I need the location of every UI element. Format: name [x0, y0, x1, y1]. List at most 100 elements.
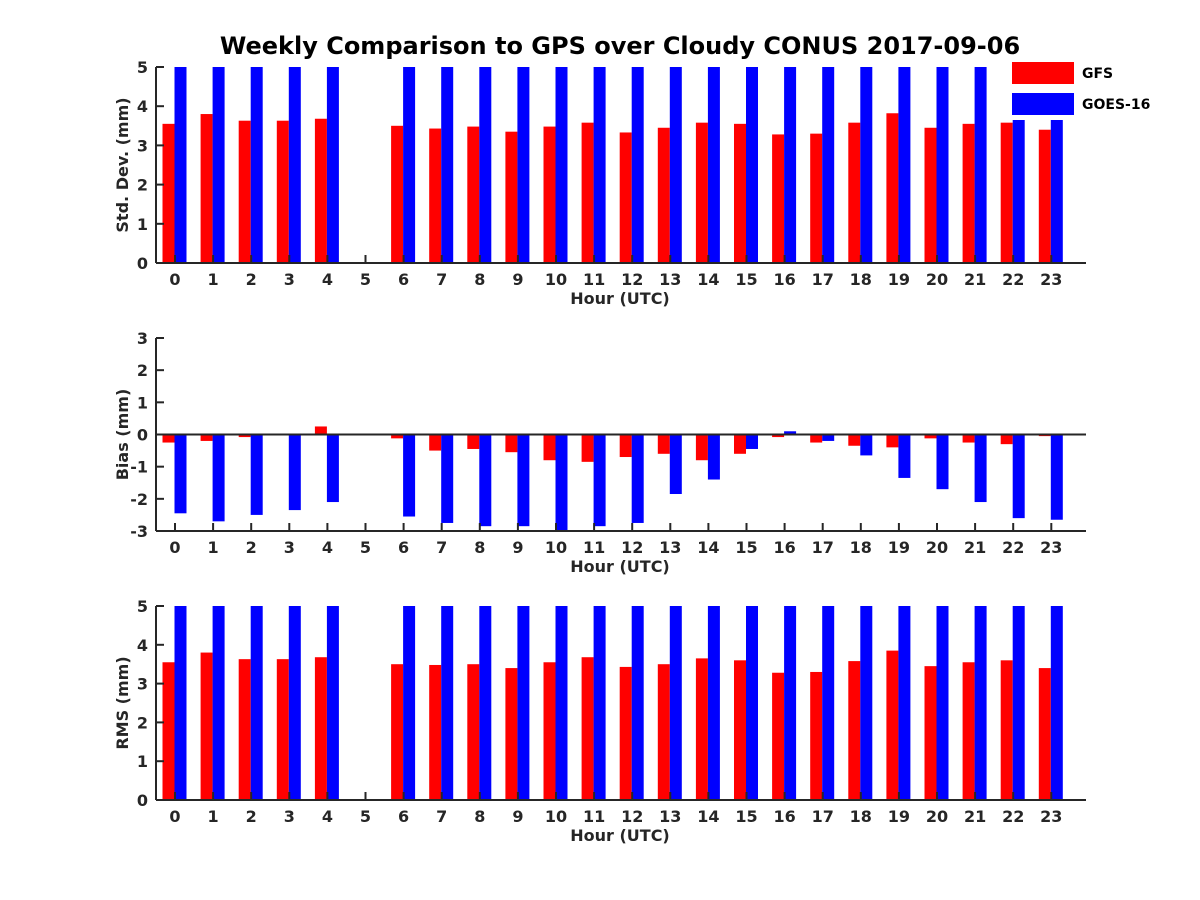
- x-tick-label: 2: [246, 270, 257, 289]
- bar-goes-16-hour-19: [898, 434, 911, 478]
- y-tick-label: 4: [137, 636, 148, 655]
- x-tick-label: 12: [621, 538, 643, 557]
- bar-goes-16-hour-10: [555, 434, 568, 531]
- bar-goes-16-hour-9: [517, 434, 530, 527]
- bar-gfs-hour-19: [886, 434, 899, 448]
- bar-gfs-hour-20: [924, 666, 937, 800]
- x-tick-label: 17: [812, 807, 834, 826]
- bar-goes-16-hour-14: [707, 606, 720, 800]
- x-tick-label: 16: [773, 538, 795, 557]
- y-tick-label: 5: [137, 597, 148, 616]
- x-tick-label: 15: [735, 807, 757, 826]
- x-tick-label: 20: [926, 270, 948, 289]
- x-tick-label: 5: [360, 807, 371, 826]
- x-tick-label: 6: [398, 538, 409, 557]
- y-tick-label: 0: [137, 254, 148, 273]
- bar-gfs-hour-17: [810, 133, 823, 263]
- chart-title: Weekly Comparison to GPS over Cloudy CON…: [220, 32, 1020, 60]
- x-tick-label: 7: [436, 270, 447, 289]
- bar-goes-16-hour-15: [746, 67, 758, 263]
- x-tick-label: 17: [812, 538, 834, 557]
- bar-gfs-hour-21: [962, 123, 975, 263]
- bar-goes-16-hour-20: [936, 606, 949, 800]
- x-tick-label: 22: [1002, 538, 1024, 557]
- y-tick-label: 3: [137, 136, 148, 155]
- x-tick-label: 11: [583, 270, 605, 289]
- bar-goes-16-hour-4: [326, 434, 339, 503]
- bar-goes-16-hour-20: [936, 67, 949, 263]
- legend-label-gfs: GFS: [1082, 66, 1113, 82]
- x-tick-label: 3: [284, 807, 295, 826]
- bar-goes-16-hour-8: [479, 606, 492, 800]
- y-axis-label: Bias (mm): [113, 389, 132, 481]
- x-tick-label: 19: [888, 270, 910, 289]
- x-tick-label: 23: [1040, 538, 1062, 557]
- bar-gfs-hour-23: [1038, 129, 1051, 263]
- bar-goes-16-hour-13: [669, 606, 682, 800]
- bar-gfs-hour-6: [391, 125, 404, 263]
- bar-gfs-hour-13: [657, 664, 670, 800]
- y-tick-label: 2: [137, 713, 148, 732]
- bar-goes-16-hour-22: [1012, 606, 1025, 800]
- y-tick-label: 2: [137, 176, 148, 195]
- bar-goes-16-hour-19: [898, 67, 911, 263]
- x-tick-label: 0: [169, 538, 180, 557]
- bar-goes-16-hour-13: [669, 67, 682, 263]
- bar-goes-16-hour-22: [1012, 67, 1025, 263]
- bar-gfs-hour-12: [619, 666, 632, 800]
- bar-goes-16-hour-4: [326, 606, 339, 800]
- bar-goes-16-hour-11: [593, 434, 606, 527]
- x-tick-label: 20: [926, 807, 948, 826]
- bar-goes-16-hour-3: [288, 67, 301, 263]
- bar-goes-16-hour-7: [441, 67, 454, 263]
- x-tick-label: 5: [360, 538, 371, 557]
- bar-gfs-hour-7: [429, 434, 442, 451]
- bar-goes-16-hour-0: [174, 606, 187, 800]
- x-tick-label: 16: [773, 807, 795, 826]
- x-tick-label: 20: [926, 538, 948, 557]
- y-tick-label: 2: [137, 361, 148, 380]
- x-tick-label: 1: [208, 807, 219, 826]
- bar-gfs-hour-14: [695, 658, 708, 800]
- x-tick-label: 0: [169, 270, 180, 289]
- y-tick-label: -3: [130, 522, 148, 541]
- bar-gfs-hour-23: [1038, 668, 1051, 800]
- x-tick-label: 3: [284, 538, 295, 557]
- bar-goes-16-hour-15: [746, 606, 758, 800]
- bar-gfs-hour-10: [543, 662, 556, 800]
- bar-gfs-hour-17: [810, 671, 823, 800]
- bar-goes-16-hour-9: [517, 67, 530, 263]
- y-tick-label: 5: [137, 58, 148, 77]
- bar-gfs-hour-9: [505, 668, 518, 800]
- y-tick-label: 1: [137, 215, 148, 234]
- bar-goes-16-hour-17: [822, 434, 835, 441]
- bar-gfs-hour-18: [848, 661, 861, 800]
- y-tick-label: 0: [137, 426, 148, 445]
- bar-gfs-hour-1: [200, 652, 213, 800]
- x-tick-label: 21: [964, 807, 986, 826]
- x-tick-label: 8: [474, 270, 485, 289]
- bar-goes-16-hour-1: [212, 434, 225, 522]
- bar-goes-16-hour-2: [250, 434, 263, 515]
- bar-goes-16-hour-21: [974, 606, 987, 800]
- bar-gfs-hour-4: [314, 426, 327, 435]
- bar-gfs-hour-16: [772, 134, 785, 263]
- x-tick-label: 9: [512, 538, 523, 557]
- bar-gfs-hour-6: [391, 434, 404, 439]
- x-tick-label: 15: [735, 270, 757, 289]
- bar-goes-16-hour-1: [212, 606, 225, 800]
- x-axis-label: Hour (UTC): [570, 557, 670, 576]
- bar-gfs-hour-11: [581, 657, 594, 800]
- bar-gfs-hour-0: [162, 123, 175, 263]
- x-tick-label: 10: [545, 538, 567, 557]
- bar-goes-16-hour-10: [555, 67, 568, 263]
- bar-goes-16-hour-14: [707, 67, 720, 263]
- x-tick-label: 11: [583, 807, 605, 826]
- bar-gfs-hour-22: [1000, 122, 1013, 263]
- x-tick-label: 0: [169, 807, 180, 826]
- bar-gfs-hour-11: [581, 122, 594, 263]
- y-tick-label: 1: [137, 752, 148, 771]
- bar-goes-16-hour-6: [403, 606, 416, 800]
